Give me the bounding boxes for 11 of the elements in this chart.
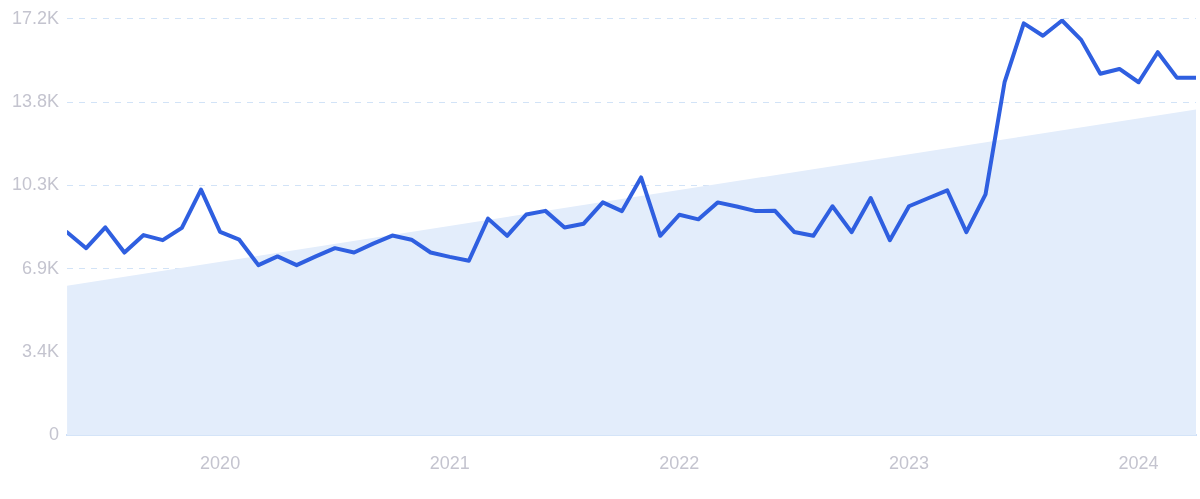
y-tick-label: 0	[49, 424, 60, 445]
y-tick-label: 3.4K	[22, 341, 60, 362]
y-tick-label: 17.2K	[11, 7, 60, 28]
y-tick-label: 13.8K	[11, 91, 60, 112]
y-tick-label: 10.3K	[11, 174, 60, 195]
x-tick-label: 2023	[888, 453, 929, 474]
x-tick-label: 2024	[1118, 453, 1159, 474]
x-tick-label: 2021	[429, 453, 470, 474]
x-tick-label: 2020	[200, 453, 241, 474]
x-tick-label: 2022	[659, 453, 700, 474]
y-tick-label: 6.9K	[22, 257, 60, 278]
